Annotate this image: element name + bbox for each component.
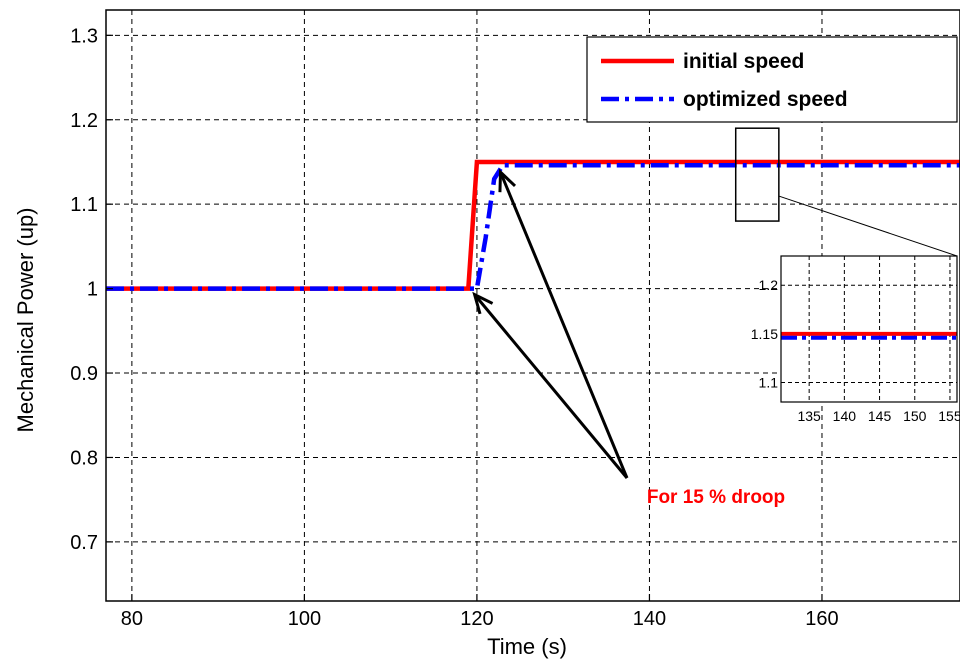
zoom-box	[734, 127, 780, 222]
legend-label: optimized speed	[683, 88, 848, 111]
y-axis-label: Mechanical Power (up)	[13, 208, 38, 433]
inset-plot: 135 140 145 150 155 1.1 1.15 1.2	[751, 255, 960, 424]
annotation-arrow	[499, 171, 629, 479]
y-tick-label: 1.2	[70, 110, 98, 132]
x-tick-label: 120	[460, 608, 493, 630]
series-line	[106, 163, 960, 291]
annotation: For 15 % droop	[472, 168, 785, 508]
zoom-connector	[778, 195, 958, 257]
inset-background	[781, 256, 957, 402]
legend: initial speed optimized speed	[586, 36, 958, 123]
series-lines	[106, 159, 960, 291]
y-tick-label: 1	[87, 279, 98, 301]
plot-frame	[105, 9, 960, 602]
x-tick-label: 100	[288, 608, 321, 630]
y-tick-label: 1.3	[70, 25, 98, 47]
arrow-head	[498, 168, 517, 193]
inset-y-tick-label: 1.2	[759, 277, 779, 293]
axis-ticks: 80 100 120 140 160 0.7 0.8 0.9 1 1.1 1.2 1.3	[70, 25, 838, 630]
x-tick-label: 160	[805, 608, 838, 630]
inset-x-tick-label: 135	[797, 408, 821, 424]
x-axis-label: Time (s)	[487, 634, 567, 659]
legend-label: initial speed	[683, 50, 804, 73]
x-tick-label: 140	[633, 608, 666, 630]
annotation-text: For 15 % droop	[647, 487, 785, 508]
annotation-arrow	[473, 293, 629, 479]
inset-x-tick-label: 140	[833, 408, 857, 424]
legend-box	[586, 36, 958, 123]
y-tick-label: 0.9	[70, 363, 98, 385]
inset-frame	[780, 255, 958, 403]
inset-y-tick-label: 1.1	[759, 375, 779, 391]
y-tick-label: 0.8	[70, 447, 98, 469]
arrow-head	[472, 291, 494, 315]
inset-x-tick-label: 150	[903, 408, 927, 424]
zoom-indicator	[734, 127, 958, 257]
y-tick-label: 1.1	[70, 194, 98, 216]
inset-y-tick-label: 1.15	[751, 326, 778, 342]
inset-x-tick-label: 145	[868, 408, 892, 424]
y-tick-label: 0.7	[70, 532, 98, 554]
x-tick-label: 80	[121, 608, 143, 630]
inset-x-tick-label: 155	[938, 408, 960, 424]
